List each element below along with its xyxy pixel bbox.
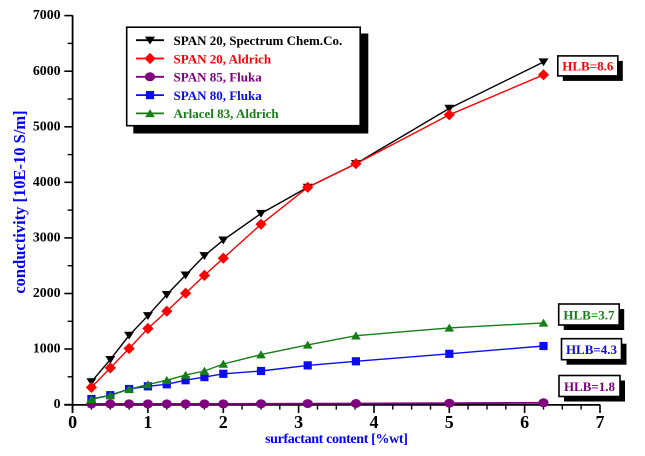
svg-text:HLB=4.3: HLB=4.3 (566, 342, 618, 357)
svg-text:conductivity [10E-10 S/m]: conductivity [10E-10 S/m] (10, 110, 29, 293)
svg-text:3: 3 (294, 412, 303, 432)
svg-text:SPAN 80, Fluka: SPAN 80, Fluka (174, 88, 263, 103)
svg-text:2: 2 (219, 412, 228, 432)
svg-text:SPAN 85, Fluka: SPAN 85, Fluka (174, 70, 263, 85)
svg-text:SPAN 20, Aldrich: SPAN 20, Aldrich (174, 51, 272, 66)
svg-text:4: 4 (370, 412, 379, 432)
svg-text:0: 0 (54, 396, 61, 411)
svg-text:7000: 7000 (33, 7, 61, 22)
svg-text:6000: 6000 (33, 63, 61, 78)
svg-text:5: 5 (445, 412, 454, 432)
svg-text:6: 6 (520, 412, 529, 432)
svg-text:4000: 4000 (33, 174, 61, 189)
svg-text:1000: 1000 (33, 341, 61, 356)
svg-text:2000: 2000 (33, 285, 61, 300)
svg-text:3000: 3000 (33, 230, 61, 245)
svg-text:HLB=3.7: HLB=3.7 (563, 307, 615, 322)
svg-text:SPAN 20, Spectrum Chem.Co.: SPAN 20, Spectrum Chem.Co. (174, 33, 343, 48)
svg-text:0: 0 (68, 412, 77, 432)
svg-text:Arlacel 83, Aldrich: Arlacel 83, Aldrich (174, 106, 280, 121)
svg-text:5000: 5000 (33, 118, 61, 133)
svg-text:7: 7 (596, 412, 605, 432)
svg-text:1: 1 (143, 412, 152, 432)
svg-text:HLB=8.6: HLB=8.6 (562, 59, 614, 74)
svg-text:surfactant content [%wt]: surfactant content [%wt] (265, 432, 407, 447)
svg-text:HLB=1.8: HLB=1.8 (564, 379, 616, 394)
